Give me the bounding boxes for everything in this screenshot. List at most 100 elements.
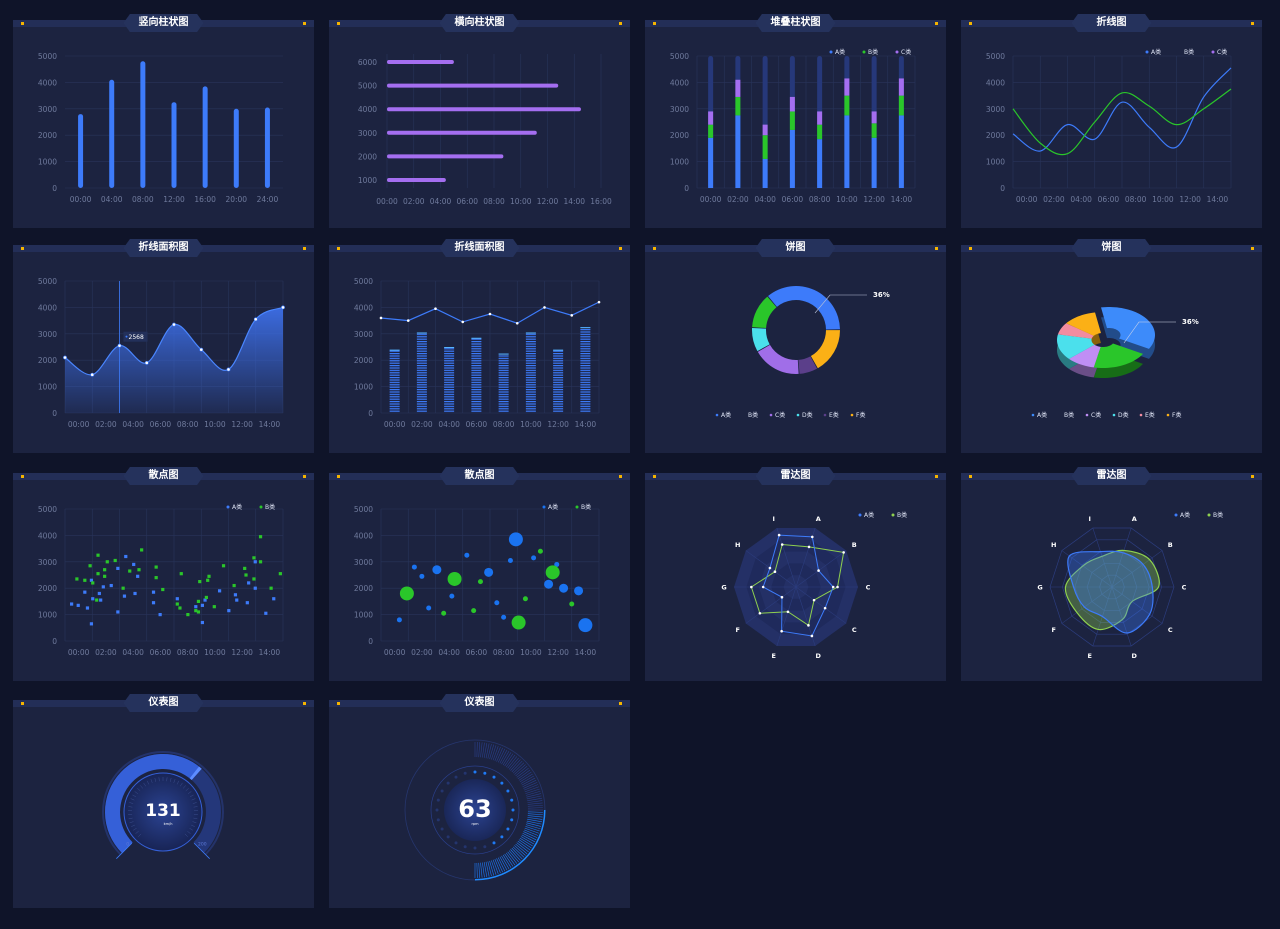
- scatter-point[interactable]: [178, 606, 182, 610]
- data-point[interactable]: [172, 322, 176, 327]
- data-point[interactable]: [117, 343, 122, 348]
- scatter-point[interactable]: [88, 564, 92, 568]
- data-point[interactable]: [786, 610, 790, 614]
- bubble[interactable]: [559, 583, 569, 593]
- bubble[interactable]: [396, 617, 402, 623]
- data-point[interactable]: [780, 543, 784, 546]
- scatter-point[interactable]: [245, 601, 249, 605]
- data-point[interactable]: [144, 360, 149, 365]
- pie-slice[interactable]: [798, 356, 818, 374]
- bubble[interactable]: [464, 552, 470, 558]
- pie-slice[interactable]: [1093, 343, 1143, 368]
- data-point[interactable]: [758, 611, 762, 615]
- data-point[interactable]: [807, 545, 811, 549]
- bubble[interactable]: [484, 567, 494, 577]
- bubble[interactable]: [494, 600, 500, 606]
- scatter-point[interactable]: [70, 602, 74, 606]
- scatter-point[interactable]: [128, 569, 132, 573]
- data-point[interactable]: [823, 606, 827, 610]
- data-point[interactable]: [761, 585, 765, 589]
- scatter-point[interactable]: [105, 560, 109, 564]
- bubble[interactable]: [531, 555, 537, 561]
- scatter-point[interactable]: [243, 566, 247, 570]
- scatter-point[interactable]: [221, 564, 226, 568]
- data-point[interactable]: [543, 306, 546, 309]
- data-point[interactable]: [199, 347, 204, 352]
- scatter-point[interactable]: [101, 585, 105, 589]
- scatter-point[interactable]: [258, 535, 263, 539]
- data-point[interactable]: [773, 570, 777, 573]
- scatter-point[interactable]: [154, 576, 158, 580]
- bubble[interactable]: [511, 615, 526, 630]
- scatter-point[interactable]: [96, 553, 100, 557]
- scatter-point[interactable]: [140, 548, 144, 552]
- scatter-point[interactable]: [194, 605, 198, 609]
- scatter-point[interactable]: [109, 583, 113, 588]
- bubble[interactable]: [441, 610, 447, 616]
- scatter-point[interactable]: [121, 586, 125, 590]
- data-point[interactable]: [780, 595, 784, 599]
- scatter-point[interactable]: [116, 610, 120, 614]
- scatter-point[interactable]: [89, 578, 94, 582]
- scatter-point[interactable]: [103, 574, 107, 578]
- scatter-point[interactable]: [252, 577, 256, 581]
- pie-slice[interactable]: [1057, 323, 1094, 339]
- pie-slice[interactable]: [768, 286, 840, 330]
- scatter-point[interactable]: [175, 597, 179, 601]
- data-point[interactable]: [597, 300, 601, 304]
- data-point[interactable]: [488, 312, 492, 316]
- scatter-point[interactable]: [272, 597, 276, 601]
- scatter-point[interactable]: [116, 566, 120, 570]
- scatter-point[interactable]: [154, 565, 158, 569]
- data-point[interactable]: [777, 533, 781, 537]
- scatter-point[interactable]: [196, 599, 201, 603]
- scatter-point[interactable]: [137, 568, 141, 572]
- data-point[interactable]: [570, 314, 574, 317]
- pie-slice[interactable]: [752, 327, 770, 352]
- scatter-point[interactable]: [253, 560, 257, 564]
- data-point[interactable]: [379, 316, 383, 320]
- bubble[interactable]: [574, 586, 584, 596]
- scatter-point[interactable]: [161, 587, 165, 592]
- scatter-point[interactable]: [158, 613, 162, 617]
- pie-slice[interactable]: [1101, 307, 1155, 349]
- data-point[interactable]: [810, 634, 814, 638]
- scatter-point[interactable]: [252, 556, 256, 560]
- data-point[interactable]: [842, 551, 845, 554]
- data-point[interactable]: [253, 317, 258, 322]
- data-point[interactable]: [434, 307, 437, 311]
- scatter-point[interactable]: [75, 577, 79, 581]
- scatter-point[interactable]: [95, 598, 99, 602]
- data-point[interactable]: [780, 629, 783, 633]
- bubble[interactable]: [501, 614, 507, 620]
- data-point[interactable]: [807, 624, 810, 627]
- bubble[interactable]: [426, 605, 432, 611]
- scatter-point[interactable]: [244, 573, 248, 577]
- bubble[interactable]: [578, 618, 593, 633]
- data-point[interactable]: [281, 305, 285, 310]
- data-point[interactable]: [750, 585, 753, 589]
- scatter-point[interactable]: [194, 609, 198, 613]
- scatter-point[interactable]: [232, 583, 236, 588]
- bubble[interactable]: [544, 579, 554, 589]
- data-point[interactable]: [90, 372, 95, 377]
- data-point[interactable]: [406, 319, 410, 322]
- bubble[interactable]: [554, 561, 560, 567]
- scatter-point[interactable]: [83, 578, 87, 582]
- scatter-point[interactable]: [91, 581, 95, 585]
- data-point[interactable]: [515, 321, 519, 325]
- scatter-point[interactable]: [203, 598, 207, 602]
- bubble[interactable]: [537, 548, 543, 554]
- pie-slice[interactable]: [752, 296, 777, 329]
- data-point[interactable]: [226, 367, 231, 372]
- scatter-point[interactable]: [198, 580, 202, 584]
- scatter-point[interactable]: [91, 597, 95, 601]
- scatter-point[interactable]: [207, 574, 211, 578]
- bubble[interactable]: [507, 557, 513, 563]
- bubble[interactable]: [471, 608, 477, 614]
- scatter-point[interactable]: [96, 572, 100, 576]
- scatter-point[interactable]: [122, 594, 127, 598]
- bubble[interactable]: [477, 579, 483, 585]
- bubble[interactable]: [411, 564, 417, 570]
- scatter-point[interactable]: [186, 613, 190, 617]
